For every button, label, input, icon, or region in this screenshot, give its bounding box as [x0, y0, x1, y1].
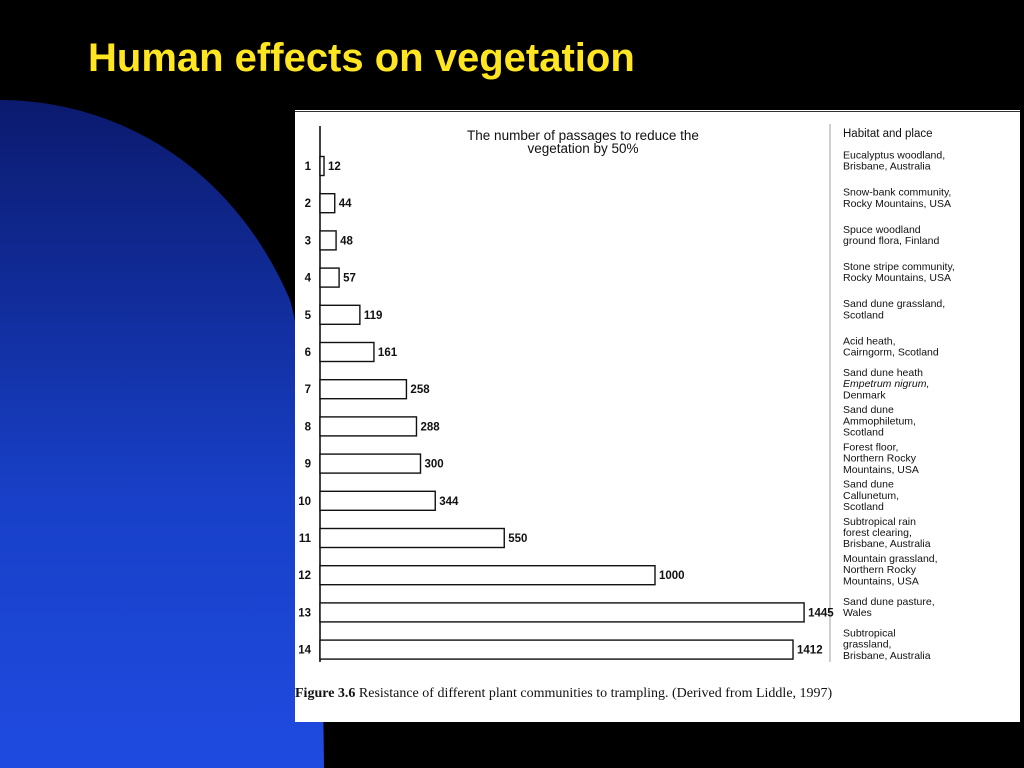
- habitat-label: Forest floor, Northern Rocky Mountains, US…: [843, 441, 919, 475]
- habitat-label: Sand dune Ammophiletum, Scotland: [843, 404, 916, 438]
- habitat-label: Sand dune heath Empetrum nigrum, Denmark: [843, 367, 929, 401]
- bar: [319, 490, 436, 511]
- data-label: 161: [378, 347, 398, 359]
- data-label: 44: [339, 198, 352, 210]
- slide-title: Human effects on vegetation: [88, 36, 635, 80]
- bar-chart: The number of passages to reduce the vege…: [295, 111, 1020, 662]
- data-label: 1000: [659, 570, 685, 582]
- category-label: 6: [305, 347, 311, 359]
- data-label: 550: [508, 533, 527, 545]
- category-label: 12: [298, 570, 311, 582]
- bar: [319, 304, 361, 326]
- bar: [319, 527, 505, 549]
- bar: [319, 341, 375, 363]
- habitat-label: Subtropical grassland, Brisbane, Australia: [843, 627, 931, 661]
- data-label: 288: [420, 421, 440, 433]
- figure-caption: Figure 3.6 Resistance of different plant…: [295, 686, 1017, 702]
- habitat-label: Mountain grassland, Northern Rocky Mountai…: [843, 553, 938, 587]
- data-label: 258: [410, 384, 430, 396]
- habitat-label: Sand dune pasture, Wales: [843, 596, 935, 619]
- data-label: 344: [439, 496, 459, 508]
- category-label: 9: [305, 459, 311, 471]
- bar: [319, 639, 794, 660]
- category-label: 3: [305, 235, 311, 247]
- category-label: 14: [298, 645, 311, 657]
- bar: [319, 379, 408, 400]
- legend-header: Habitat and place: [843, 128, 933, 140]
- category-label: 13: [298, 607, 311, 619]
- data-label: 12: [328, 161, 341, 173]
- category-label: 7: [305, 384, 311, 396]
- caption-label: Figure 3.6: [295, 686, 356, 701]
- bar: [319, 565, 656, 586]
- habitat-label: Spuce woodland ground flora, Finland: [843, 224, 939, 247]
- data-label: 57: [343, 273, 356, 285]
- habitat-label: Acid heath, Cairngorm, Scotland: [843, 335, 939, 358]
- habitat-label: Sand dune grassland, Scotland: [843, 298, 945, 321]
- habitat-label: Snow-bank community, Rocky Mountains, USA: [843, 187, 951, 210]
- chart-title: The number of passages to reduce the vege…: [467, 128, 699, 156]
- habitat-label: Eucalyptus woodland, Brisbane, Australia: [843, 149, 945, 172]
- bar: [319, 602, 805, 623]
- category-label: 5: [305, 310, 312, 322]
- bar: [319, 230, 337, 251]
- bar: [319, 155, 325, 177]
- bar: [319, 192, 336, 214]
- habitat-label: Subtropical rain forest clearing, Brisbane…: [843, 516, 931, 550]
- category-label: 8: [305, 421, 312, 433]
- bar: [319, 453, 422, 474]
- bar: [319, 267, 340, 288]
- data-label: 1445: [808, 607, 834, 619]
- figure-panel: The number of passages to reduce the vege…: [295, 110, 1020, 722]
- bar: [319, 416, 418, 437]
- category-label: 1: [305, 161, 312, 173]
- category-label: 10: [298, 496, 311, 508]
- habitat-label: Stone stripe community, Rocky Mountains, …: [843, 261, 955, 284]
- category-label: 2: [305, 198, 311, 210]
- category-label: 11: [299, 533, 312, 545]
- caption-text: Resistance of different plant communitie…: [358, 686, 833, 701]
- category-label: 4: [305, 273, 312, 285]
- data-label: 119: [364, 310, 383, 322]
- data-label: 1412: [797, 645, 823, 657]
- data-label: 48: [340, 235, 353, 247]
- data-label: 300: [425, 459, 444, 471]
- habitat-label: Sand dune Callunetum, Scotland: [843, 479, 899, 513]
